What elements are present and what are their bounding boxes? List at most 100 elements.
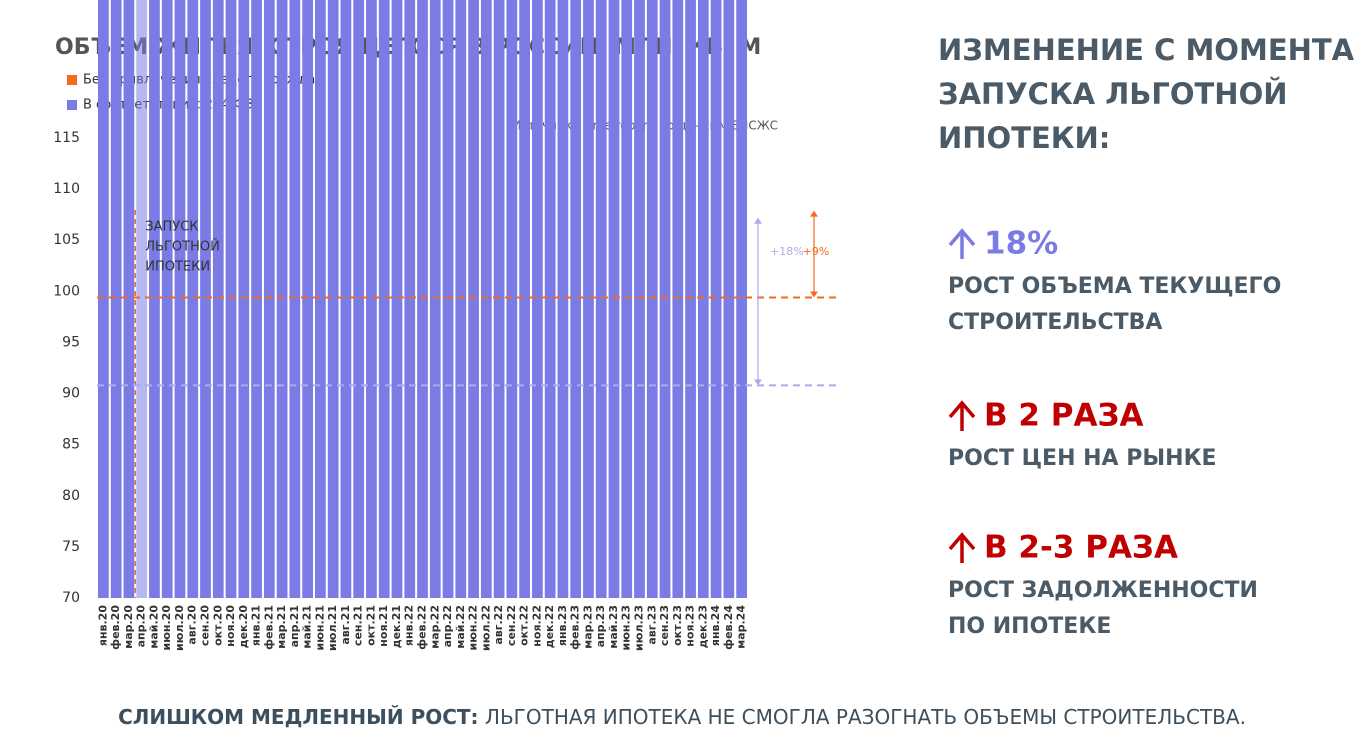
bar-segment: [570, 0, 582, 598]
x-tick-label: авг.22: [492, 605, 505, 645]
footer-bold: СЛИШКОМ МЕДЛЕННЫЙ РОСТ:: [118, 705, 478, 729]
bar-segment: [480, 0, 492, 598]
bar-segment: [161, 0, 173, 598]
x-tick-label: июн.21: [313, 605, 326, 651]
panel-headline: В 2 РАЗА: [984, 398, 1144, 434]
x-tick-label: ноя.22: [530, 605, 543, 647]
x-tick-label: май.23: [607, 605, 620, 649]
footer-text: ЛЬГОТНАЯ ИПОТЕКА НЕ СМОГЛА РАЗОГНАТЬ ОБЪ…: [479, 705, 1246, 729]
x-tick-label: апр.22: [441, 605, 454, 647]
x-tick-label: май.20: [147, 605, 160, 649]
x-tick-label: дек.23: [696, 605, 709, 648]
bar-segment: [174, 0, 186, 598]
up-arrow: [948, 228, 976, 259]
bar-segment: [608, 0, 620, 598]
panel-text: РОСТ ЦЕН НА РЫНКЕ: [948, 446, 1217, 471]
panel-text: РОСТ ЗАДОЛЖЕННОСТИ: [948, 578, 1258, 603]
bar-segment: [455, 0, 467, 598]
bar-segment: [212, 0, 224, 598]
bar-segment: [429, 0, 441, 598]
bar-segment: [136, 0, 148, 598]
x-tick-label: июн.20: [160, 605, 173, 651]
growth-label: +18%: [770, 245, 804, 258]
x-tick-label: июл.21: [326, 605, 339, 651]
bar-segment: [251, 0, 262, 598]
bar-segment: [468, 0, 479, 599]
bar-segment: [595, 0, 607, 598]
bar-segment: [378, 0, 390, 598]
bar-segment: [98, 0, 109, 598]
y-tick-label: 105: [53, 232, 80, 248]
bar-segment: [289, 0, 301, 598]
panel-text: РОСТ ОБЪЕМА ТЕКУЩЕГО: [948, 274, 1281, 299]
bar-segment: [276, 0, 288, 598]
bar-segment: [353, 0, 365, 598]
y-tick-label: 75: [62, 539, 80, 555]
x-tick-label: янв.20: [96, 605, 109, 646]
bar-segment: [506, 0, 518, 598]
x-tick-label: янв.22: [403, 605, 416, 646]
bar-segment: [659, 0, 671, 598]
x-tick-label: фев.20: [109, 605, 122, 650]
legend-swatch: [67, 75, 77, 85]
up-arrow: [948, 400, 976, 431]
bar-segment: [646, 0, 658, 598]
x-tick-label: мар.20: [122, 605, 135, 649]
arrow-head: [754, 379, 762, 386]
bar-segment: [723, 0, 735, 599]
bar-segment: [736, 0, 747, 599]
bar-segment: [225, 0, 237, 599]
x-tick-label: сен.21: [352, 605, 365, 646]
bar-segment: [710, 0, 722, 598]
arrow-head: [754, 217, 762, 224]
bar-segment: [685, 0, 696, 598]
footer: СЛИШКОМ МЕДЛЕННЫЙ РОСТ: ЛЬГОТНАЯ ИПОТЕКА…: [118, 705, 1246, 729]
bar-segment: [583, 0, 594, 598]
x-tick-label: янв.24: [709, 605, 722, 646]
bar-segment: [557, 0, 569, 598]
panel-text: ПО ИПОТЕКЕ: [948, 614, 1111, 639]
x-tick-label: фев.22: [416, 605, 429, 650]
bar-segment: [263, 0, 275, 598]
x-tick-label: сен.20: [199, 605, 212, 646]
y-tick-label: 85: [62, 437, 80, 453]
arrow-head: [810, 291, 818, 298]
x-tick-label: апр.20: [135, 605, 148, 648]
arrow-head: [810, 210, 818, 217]
x-tick-label: апр.23: [594, 605, 607, 647]
panel-headline: В 2-3 РАЗА: [984, 530, 1178, 566]
panel-headline: 18%: [984, 226, 1058, 262]
x-tick-label: ноя.23: [684, 605, 697, 647]
bar-segment: [200, 0, 211, 599]
bar-segment: [417, 0, 428, 599]
x-tick-label: мар.22: [428, 605, 441, 649]
x-tick-label: май.22: [454, 605, 467, 649]
bar-segment: [391, 0, 403, 598]
bar-segment: [149, 0, 160, 598]
up-arrow: [948, 532, 976, 563]
bar-segment: [302, 0, 313, 598]
legend-swatch: [67, 100, 77, 110]
x-tick-label: дек.20: [237, 605, 250, 649]
x-tick-label: дек.22: [543, 605, 556, 648]
bar-segment: [672, 0, 684, 599]
x-tick-label: янв.21: [250, 605, 263, 646]
x-tick-label: окт.23: [671, 605, 684, 646]
y-tick-label: 95: [62, 334, 80, 350]
y-tick-label: 110: [53, 181, 80, 197]
y-tick-label: 90: [62, 386, 80, 402]
x-tick-label: мар.23: [581, 605, 594, 649]
x-tick-label: июн.22: [467, 605, 480, 651]
launch-annotation: ЗАПУСК: [145, 220, 198, 235]
x-tick-label: ноя.21: [377, 605, 390, 647]
bar-segment: [544, 0, 556, 599]
x-tick-label: авг.23: [645, 605, 658, 645]
bar-segment: [315, 0, 326, 598]
x-tick-label: мар.24: [735, 605, 748, 649]
x-tick-label: май.21: [301, 605, 314, 649]
x-tick-label: ноя.20: [224, 605, 237, 647]
x-tick-label: сен.23: [658, 605, 671, 646]
y-tick-label: 115: [53, 130, 80, 146]
x-tick-label: авг.21: [339, 605, 352, 645]
